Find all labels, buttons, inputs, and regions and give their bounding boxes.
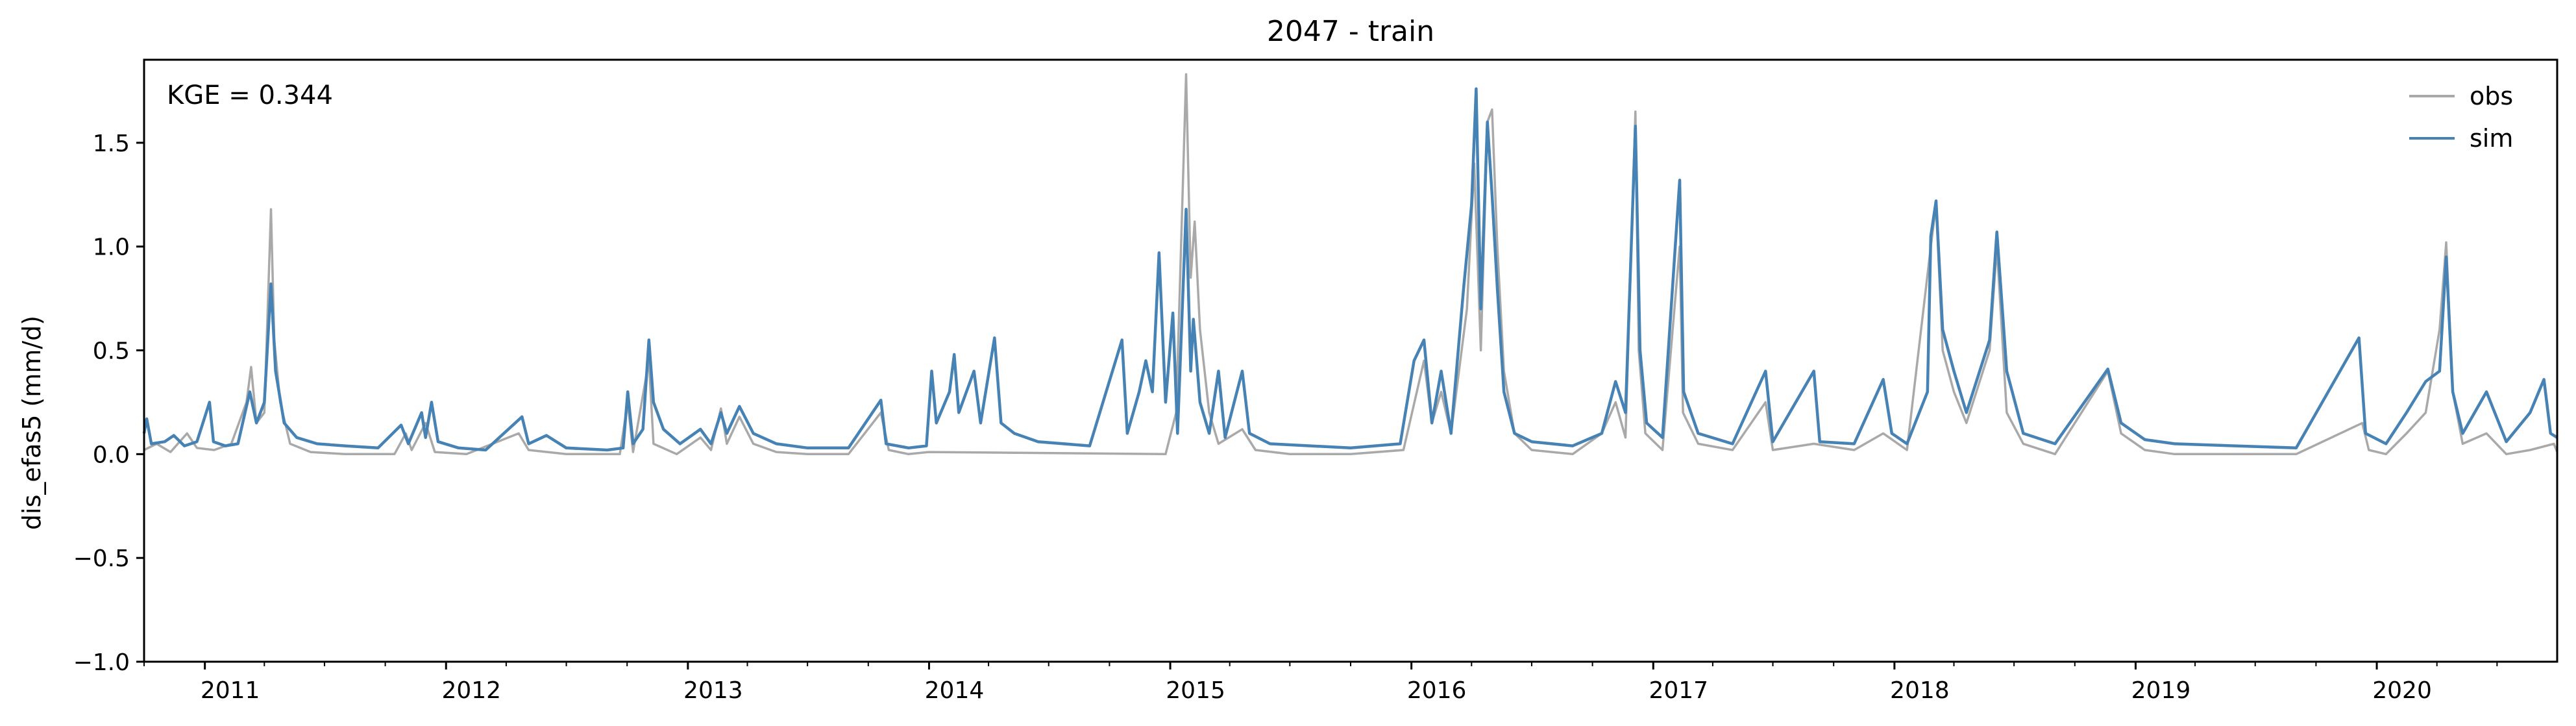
x-tick-label: 2016 [1407,677,1467,704]
legend-obs-label: obs [2470,82,2513,110]
legend: obs sim [2409,82,2513,153]
x-tick-label: 2019 [2131,677,2191,704]
y-tick-label: 0.5 [93,338,130,365]
y-axis-label: dis_efas5 (mm/d) [18,316,46,530]
x-tick-label: 2013 [683,677,743,704]
series-line-sim [142,87,2558,452]
axes: −1.0 −0.5 0.0 0.5 1.0 1.5 2011 2012 2013 2014 2015… [73,131,2498,704]
plot-area [142,73,2558,456]
y-tick-label: 0.0 [93,442,130,468]
x-tick-label: 2011 [201,677,260,704]
y-tick-label: −0.5 [73,545,130,572]
x-tick-label: 2012 [441,677,501,704]
y-tick-label: 1.0 [93,234,130,261]
kge-annotation: KGE = 0.344 [167,81,333,110]
x-tick-label: 2015 [1166,677,1225,704]
x-tick-label: 2018 [1890,677,1950,704]
x-tick-label: 2014 [925,677,985,704]
y-tick-label: 1.5 [93,131,130,157]
chart-title: 2047 - train [1267,15,1434,48]
legend-sim-label: sim [2470,124,2513,153]
x-tick-label: 2020 [2372,677,2432,704]
x-tick-label: 2017 [1649,677,1708,704]
y-tick-label: −1.0 [73,649,130,676]
